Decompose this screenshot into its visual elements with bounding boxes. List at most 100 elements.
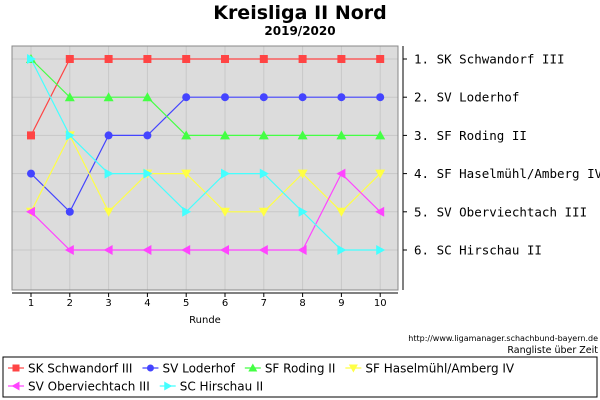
x-tick-label: 4 [144, 298, 150, 309]
data-point [142, 92, 153, 102]
data-point [181, 245, 191, 255]
data-point [376, 93, 385, 102]
series-line [30, 172, 381, 251]
legend-item: SV Oberviechtach III [8, 380, 150, 394]
series-line [30, 58, 381, 136]
data-point [103, 92, 114, 102]
series-line [30, 58, 381, 251]
legend-item: SF Roding II [244, 362, 336, 376]
x-tick-label: 7 [261, 298, 267, 309]
data-point [104, 131, 113, 140]
data-point [64, 245, 74, 255]
data-point [103, 245, 113, 255]
series-sc-hirschau-ii [27, 54, 386, 255]
plot-border [11, 45, 399, 291]
legend-item: SK Schwandorf III [8, 362, 132, 376]
legend-marker [146, 364, 154, 372]
data-point [298, 55, 307, 63]
data-point [336, 207, 347, 217]
data-point [297, 245, 307, 255]
data-point [336, 130, 347, 140]
data-point [221, 93, 229, 102]
x-axis-label: Runde [189, 315, 221, 326]
data-point [337, 55, 346, 63]
data-point [27, 54, 36, 64]
legend-label: SV Oberviechtach III [28, 380, 150, 394]
series-line [30, 58, 381, 136]
legend: SK Schwandorf III SV Loderhof SF Roding II… [8, 362, 515, 394]
data-point [298, 93, 307, 102]
data-point [26, 206, 35, 217]
legend-marker [248, 363, 258, 372]
data-point [259, 55, 268, 63]
data-point [221, 55, 229, 63]
data-point [259, 93, 268, 102]
legend-item: SV Loderhof [142, 362, 236, 376]
footer-url: http://www.ligamanager.schachbund-bayern… [408, 334, 598, 343]
legend-marker [348, 364, 358, 373]
data-point [337, 93, 346, 102]
x-tick-label: 1 [28, 298, 34, 309]
rank-label: 1. SK Schwandorf III [414, 52, 565, 67]
data-point [143, 55, 152, 63]
data-point [258, 207, 269, 217]
data-point [258, 245, 268, 255]
rank-labels: 1. SK Schwandorf III 2. SV Loderhof 3. SF … [414, 52, 600, 258]
data-point [259, 168, 269, 179]
x-tick-label: 5 [183, 298, 189, 309]
legend-box [2, 356, 598, 398]
data-point [298, 206, 308, 217]
footer-caption: Rangliste über Zeit [507, 345, 598, 356]
series-sv-oberviechtach-iii [26, 168, 385, 255]
data-point [258, 130, 269, 140]
chart-title: Kreisliga II Nord [213, 2, 387, 24]
data-point [27, 131, 35, 140]
x-tick-label: 2 [67, 298, 73, 309]
data-point [103, 207, 114, 217]
x-tick-label: 3 [105, 298, 111, 309]
data-point [182, 55, 191, 63]
data-point [221, 168, 230, 179]
legend-marker [164, 381, 173, 391]
rank-label: 2. SV Loderhof [414, 90, 519, 105]
data-point [375, 206, 385, 217]
rank-label: 3. SF Roding II [414, 128, 527, 143]
legend-item: SF Haselmühl/Amberg IV [345, 362, 515, 376]
data-point [65, 130, 75, 141]
data-point [27, 169, 35, 178]
legend-label: SF Haselmühl/Amberg IV [365, 362, 515, 376]
data-point [143, 131, 152, 140]
data-point [104, 55, 113, 63]
data-point [104, 168, 114, 179]
x-tick-label: 10 [374, 298, 387, 309]
x-tick-label: 6 [222, 298, 228, 309]
legend-label: SC Hirschau II [180, 380, 263, 394]
rank-label: 4. SF Haselmühl/Amberg IV [414, 166, 600, 181]
data-point [142, 245, 152, 255]
data-point [336, 168, 346, 179]
data-point [375, 130, 386, 140]
rank-label: 6. SC Hirschau II [414, 243, 542, 258]
data-point [220, 130, 230, 140]
data-point [181, 130, 192, 140]
legend-marker [12, 364, 20, 372]
data-point [297, 169, 308, 179]
x-tick-label: 8 [299, 298, 305, 309]
data-point [182, 206, 192, 217]
data-point [65, 207, 74, 216]
legend-marker [11, 381, 20, 391]
data-point [220, 245, 229, 255]
plot-area [12, 46, 398, 290]
legend-item: SC Hirschau II [159, 380, 263, 394]
data-point [220, 207, 230, 217]
data-point [182, 93, 191, 102]
rank-label: 5. SV Oberviechtach III [414, 204, 587, 219]
data-point [297, 130, 308, 140]
legend-label: SF Roding II [265, 362, 336, 376]
series-sk-schwandorf-iii [27, 55, 385, 140]
axes: 1 2 3 4 5 6 7 8 9 10 [11, 45, 407, 309]
data-point [337, 245, 347, 255]
legend-label: SV Loderhof [162, 362, 235, 376]
series-layer [26, 54, 386, 255]
